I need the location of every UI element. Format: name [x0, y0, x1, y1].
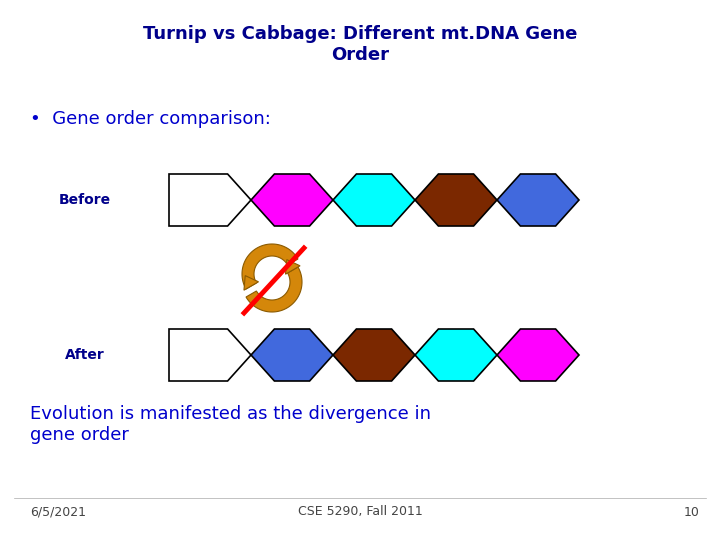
- Text: 6/5/2021: 6/5/2021: [30, 505, 86, 518]
- Text: CSE 5290, Fall 2011: CSE 5290, Fall 2011: [297, 505, 423, 518]
- Polygon shape: [251, 174, 333, 226]
- Polygon shape: [169, 174, 251, 226]
- Text: Evolution is manifested as the divergence in
gene order: Evolution is manifested as the divergenc…: [30, 405, 431, 444]
- Polygon shape: [251, 329, 333, 381]
- Polygon shape: [333, 329, 415, 381]
- Polygon shape: [333, 174, 415, 226]
- Text: 10: 10: [684, 505, 700, 518]
- Text: Turnip vs Cabbage: Different mt.DNA Gene
Order: Turnip vs Cabbage: Different mt.DNA Gene…: [143, 25, 577, 64]
- Text: After: After: [65, 348, 105, 362]
- Polygon shape: [246, 267, 302, 312]
- Polygon shape: [497, 174, 579, 226]
- Polygon shape: [169, 329, 251, 381]
- Polygon shape: [497, 329, 579, 381]
- Polygon shape: [286, 260, 300, 274]
- Polygon shape: [242, 244, 298, 289]
- Text: Before: Before: [59, 193, 111, 207]
- Polygon shape: [415, 174, 497, 226]
- Text: •  Gene order comparison:: • Gene order comparison:: [30, 110, 271, 128]
- Polygon shape: [415, 329, 497, 381]
- Polygon shape: [244, 275, 258, 290]
